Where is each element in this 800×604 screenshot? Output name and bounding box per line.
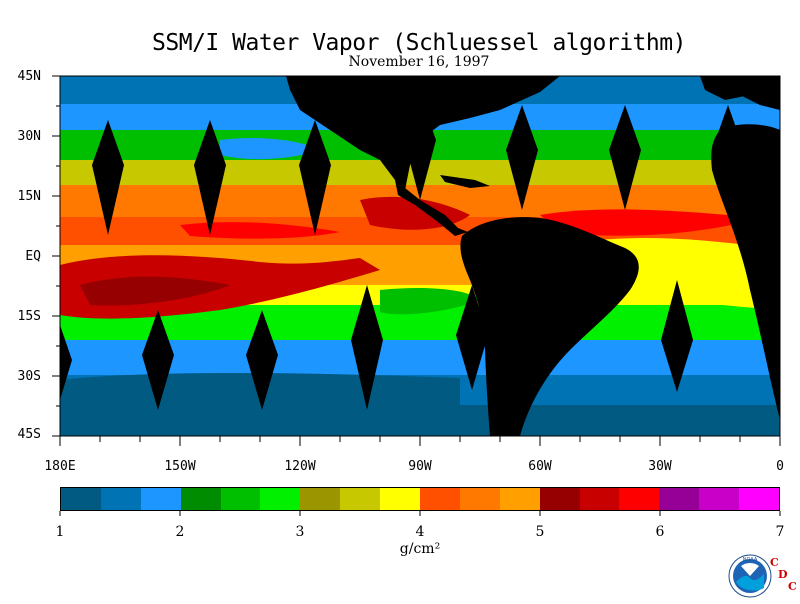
colorbar-label-7: 7: [775, 524, 785, 540]
colorbar: [60, 487, 780, 511]
colorbar-swatch: [180, 488, 221, 510]
lat-label-15n: 15N: [17, 189, 41, 204]
lat-label-eq: EQ: [25, 249, 41, 264]
colorbar-swatch: [260, 488, 301, 510]
swath-gap-5: [506, 105, 538, 210]
lon-label-90w: 90W: [408, 459, 432, 474]
atlantic-itcz: [540, 209, 760, 236]
south-atlantic-yellow: [600, 238, 780, 310]
chart-date: November 16, 1997: [348, 54, 490, 70]
colorbar-units: g/cm²: [399, 541, 441, 557]
lat-label-15s: 15S: [17, 309, 41, 324]
colorbar-swatch: [579, 488, 620, 510]
south-america: [460, 217, 639, 436]
noaa-emblem-icon: NOAA: [728, 554, 772, 598]
colorbar-swatch: [220, 488, 261, 510]
swath-gap-12: [456, 285, 488, 390]
swath-gap-10: [246, 310, 278, 410]
colorbar-label-6: 6: [655, 524, 665, 540]
swath-gap-13: [661, 280, 693, 392]
pacific-warm-pool-core: [80, 276, 230, 306]
swath-gap-7: [712, 105, 744, 210]
lon-label-120w: 120W: [284, 459, 316, 474]
colorbar-label-5: 5: [535, 524, 545, 540]
lon-label-30w: 30W: [648, 459, 672, 474]
europe-iberia: [730, 76, 780, 110]
lon-label-150w: 150W: [164, 459, 196, 474]
swath-gap-3: [299, 120, 331, 235]
swath-gap-2: [194, 120, 226, 235]
colorbar-swatch: [300, 488, 341, 510]
colorbar-swatch: [140, 488, 181, 510]
colorbar-label-2: 2: [175, 524, 185, 540]
swath-gap-8: [60, 325, 72, 400]
lat-label-45n: 45N: [17, 69, 41, 84]
swath-gap-11: [351, 285, 383, 410]
cuba: [440, 175, 490, 188]
band-south-mid: [60, 340, 780, 375]
colorbar-swatch: [699, 488, 740, 510]
colorbar-ticks: [59, 511, 781, 516]
south-pacific-green: [380, 288, 480, 315]
swath-gap-1: [92, 120, 124, 235]
central-america: [395, 180, 468, 236]
colorbar-label-3: 3: [295, 524, 305, 540]
colorbar-swatch: [340, 488, 381, 510]
swath-gap-4: [404, 95, 436, 200]
noaa-logo-text: NOAA: [743, 557, 758, 563]
water-vapor-map: [52, 75, 781, 446]
colorbar-swatch: [659, 488, 700, 510]
north-pacific-blue: [220, 138, 320, 160]
chart-title: SSM/I Water Vapor (Schluessel algorithm): [152, 30, 686, 56]
lon-label-60w: 60W: [528, 459, 552, 474]
swath-gap-14: [764, 280, 780, 400]
lat-label-45s: 45S: [17, 427, 41, 442]
colorbar-swatch: [459, 488, 500, 510]
lon-label-180e: 180E: [44, 459, 76, 474]
pacific-itcz-red: [180, 222, 340, 239]
lon-ticks: [59, 436, 781, 446]
lat-label-30s: 30S: [17, 369, 41, 384]
colorbar-swatch: [539, 488, 580, 510]
noaa-logo: NOAA: [728, 552, 776, 600]
colorbar-swatch: [100, 488, 141, 510]
colorbar-swatch: [619, 488, 660, 510]
cdc-letter-c1: C: [770, 556, 779, 569]
lat-ticks: [52, 75, 60, 437]
cdc-letter-d: D: [778, 568, 788, 581]
swath-gap-6: [609, 105, 641, 210]
colorbar-swatch: [380, 488, 421, 510]
swath-gap-9: [142, 310, 174, 410]
colorbar-swatch: [420, 488, 460, 510]
colorbar-label-4: 4: [415, 524, 425, 540]
colorbar-swatch: [61, 488, 101, 510]
colorbar-swatch: [499, 488, 540, 510]
lon-label-0: 0: [776, 459, 784, 474]
lat-label-30n: 30N: [17, 129, 41, 144]
colorbar-swatch: [739, 488, 780, 510]
colorbar-label-1: 1: [55, 524, 65, 540]
cdc-letter-c2: C: [788, 580, 797, 593]
